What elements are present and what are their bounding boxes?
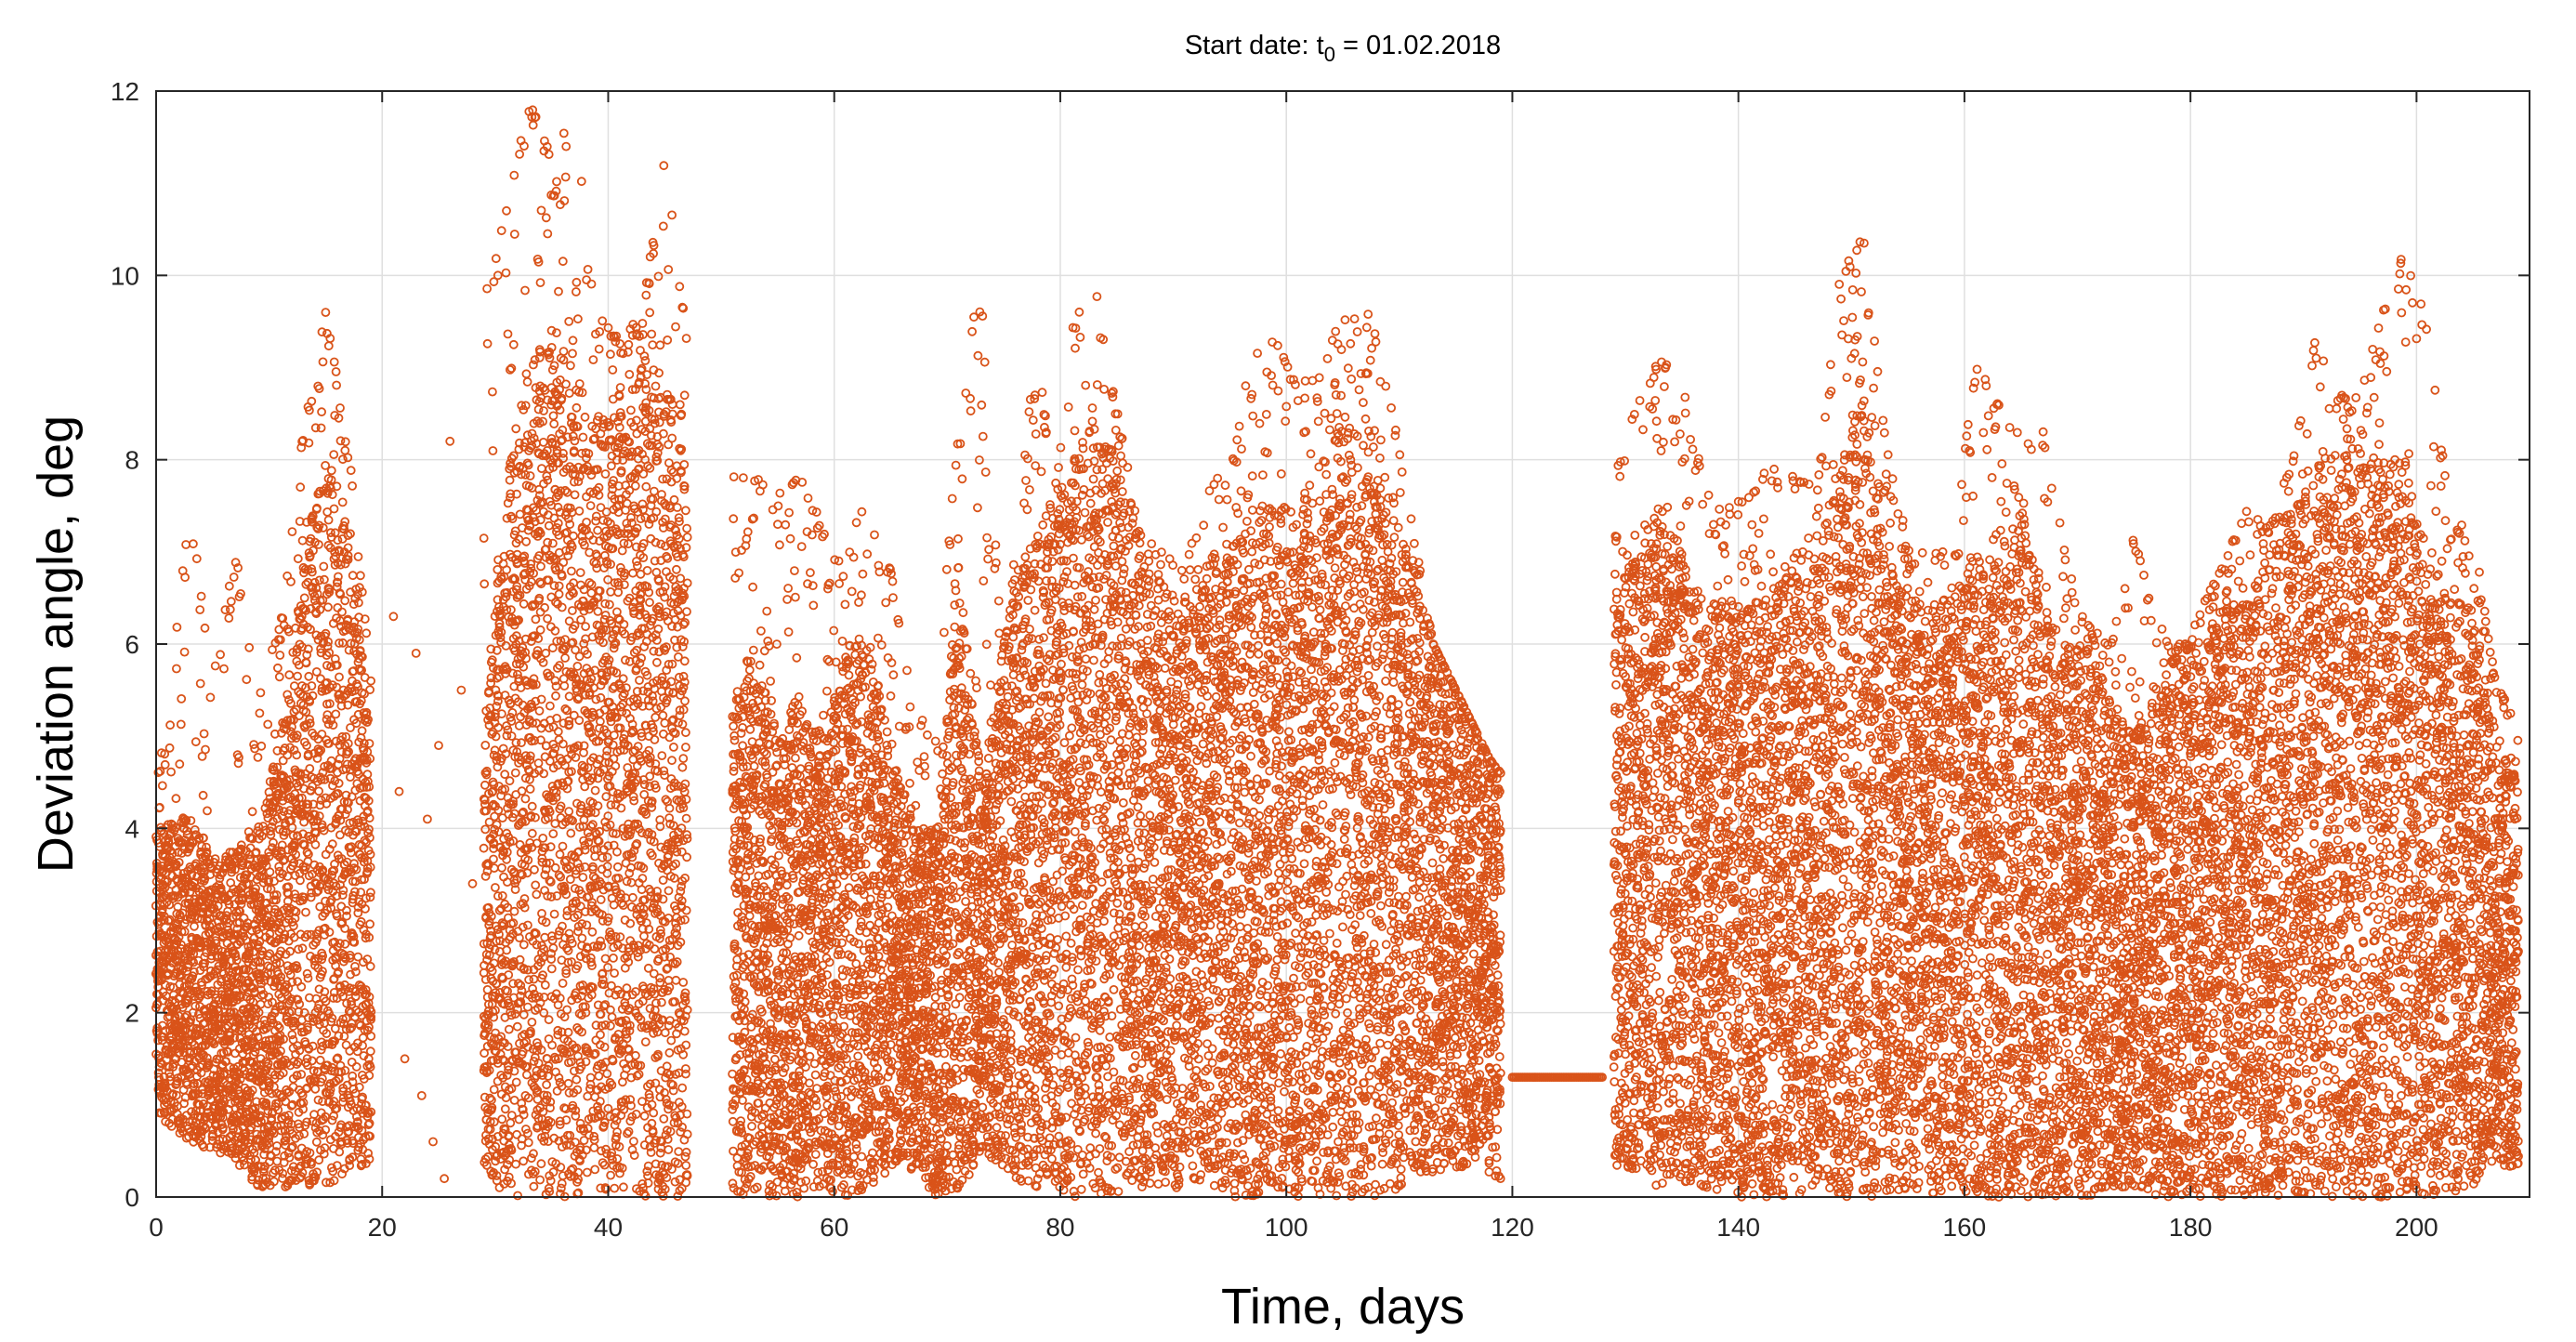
data-point: [179, 647, 190, 657]
data-point: [187, 870, 197, 880]
data-point: [199, 833, 208, 843]
data-point: [190, 1079, 199, 1089]
data-point: [198, 790, 208, 800]
data-point: [181, 914, 191, 925]
data-point: [199, 729, 209, 739]
data-point: [179, 1099, 190, 1109]
data-point: [162, 897, 172, 907]
data-point: [159, 915, 169, 926]
data-point: [196, 591, 206, 601]
data-point: [195, 605, 205, 614]
data-point: [188, 539, 198, 549]
data-point: [177, 1042, 188, 1052]
data-marks: [151, 105, 2523, 1202]
data-point: [171, 1090, 181, 1100]
data-point: [175, 759, 185, 770]
data-point: [177, 927, 187, 937]
data-point: [189, 967, 199, 977]
data-point: [152, 1023, 163, 1033]
data-point: [161, 980, 170, 990]
data-point: [191, 554, 202, 564]
data-point: [182, 830, 192, 839]
data-point: [164, 743, 175, 753]
data-point: [197, 841, 207, 851]
data-point: [180, 572, 191, 583]
data-point: [160, 749, 170, 759]
data-point: [190, 921, 199, 931]
data-point: [196, 941, 206, 952]
data-point: [191, 1001, 201, 1011]
data-point: [166, 767, 177, 777]
data-point: [196, 1132, 206, 1141]
data-point: [181, 816, 191, 826]
data-point: [157, 781, 167, 791]
data-point: [165, 720, 176, 730]
data-point: [177, 940, 186, 950]
data-point: [190, 825, 200, 835]
data-point: [199, 1142, 209, 1152]
data-point: [195, 678, 205, 689]
data-point: [179, 927, 190, 937]
data-point: [164, 968, 174, 979]
data-point: [177, 694, 187, 704]
data-point: [191, 737, 201, 747]
data-point: [200, 958, 210, 968]
data-point: [160, 759, 170, 770]
data-point: [162, 877, 172, 887]
data-point: [159, 900, 169, 910]
data-point: [173, 867, 182, 877]
data-point: [188, 971, 198, 981]
data-point: [194, 1099, 204, 1110]
data-point: [171, 664, 181, 674]
data-point: [182, 826, 191, 835]
data-point: [189, 949, 199, 959]
data-point: [173, 901, 183, 912]
data-point: [199, 962, 209, 972]
data-point: [171, 794, 181, 804]
data-point: [174, 858, 184, 867]
data-point: [194, 833, 204, 843]
data-point: [176, 719, 186, 730]
data-point: [189, 957, 199, 967]
data-point: [164, 900, 175, 910]
data-point: [191, 1117, 201, 1127]
data-point: [172, 623, 182, 632]
data-point: [175, 972, 185, 982]
data-point: [186, 816, 196, 825]
data-point: [157, 1035, 167, 1046]
data-point: [198, 909, 208, 918]
